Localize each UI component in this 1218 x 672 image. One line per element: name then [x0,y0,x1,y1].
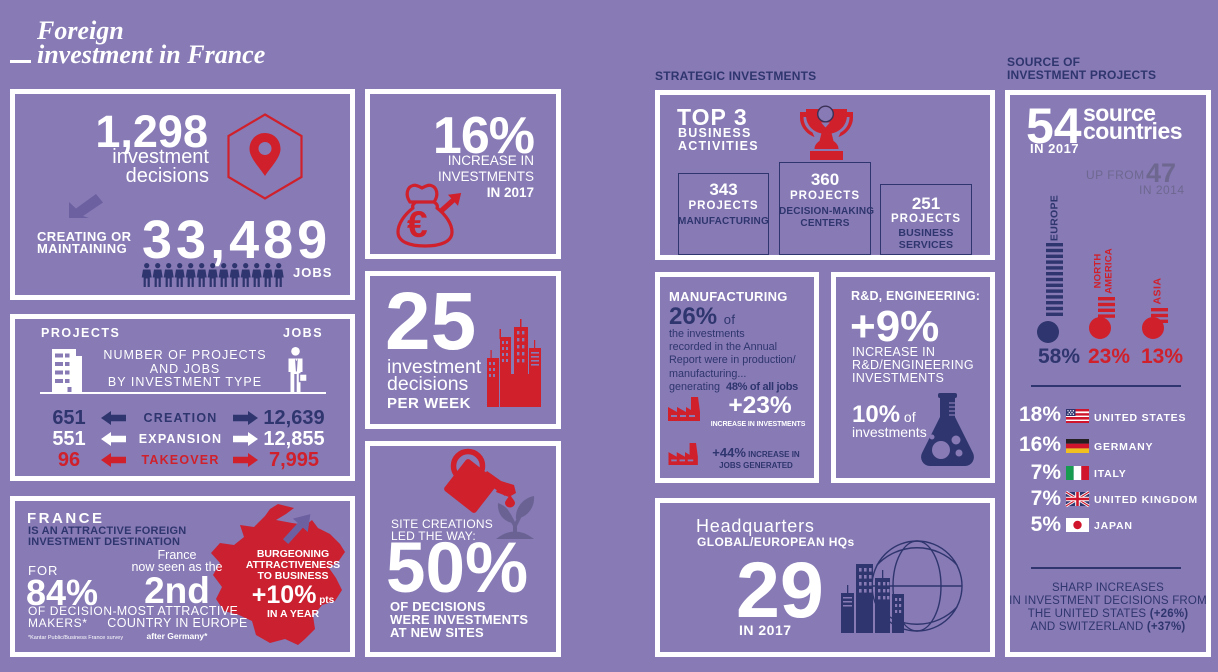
svg-text:€: € [407,204,428,245]
